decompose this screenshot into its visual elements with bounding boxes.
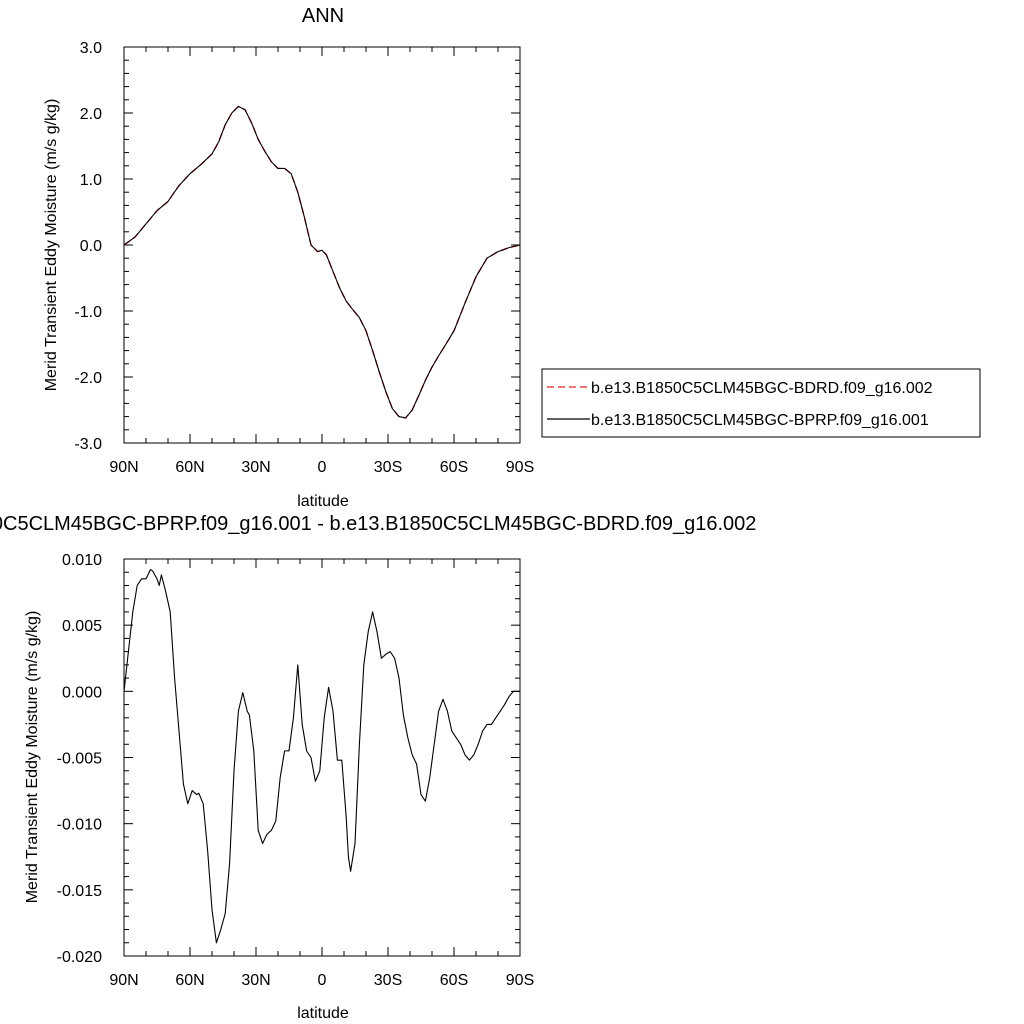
top-panel-series <box>123 105 521 419</box>
x-tick-label: 60N <box>175 972 204 989</box>
x-tick-label: 90S <box>506 972 534 989</box>
x-tick-label: 30N <box>241 972 270 989</box>
y-tick-label: 3.0 <box>80 40 102 57</box>
x-tick-label: 60S <box>440 459 468 476</box>
top-panel-x-axis-label: latitude <box>297 493 349 510</box>
x-tick-label: 90S <box>506 459 534 476</box>
top-panel-y-tick-labels: -3.0 -2.0 -1.0 0.0 1.0 2.0 3.0 <box>74 40 102 453</box>
bottom-panel: b.e13.B1850C5CLM45BGC-BPRP.f09_g16.001 -… <box>0 513 756 1022</box>
x-tick-label: 0 <box>318 972 327 989</box>
top-panel-x-tick-labels: 90N 60N 30N 0 30S 60S 90S <box>109 459 534 476</box>
series-line-0-0 <box>123 105 521 419</box>
top-panel-ticks <box>123 46 521 444</box>
top-panel-y-axis-label: Merid Transient Eddy Moisture (m/s g/kg) <box>43 99 60 392</box>
bottom-panel-ticks <box>123 558 521 957</box>
y-tick-label: -0.015 <box>57 883 102 900</box>
y-tick-label: -1.0 <box>74 304 102 321</box>
y-tick-label: -3.0 <box>74 436 102 453</box>
bottom-panel-x-axis-label: latitude <box>297 1005 349 1022</box>
legend-entry-bprp: b.e13.B1850C5CLM45BGC-BPRP.f09_g16.001 <box>591 412 929 429</box>
y-tick-label: 0.0 <box>80 238 102 255</box>
series-line-1-0 <box>123 569 520 944</box>
top-panel-title: ANN <box>302 5 344 27</box>
y-tick-label: 0.005 <box>62 618 102 635</box>
bottom-panel-y-axis-label: Merid Transient Eddy Moisture (m/s g/kg) <box>24 611 41 904</box>
bottom-panel-series <box>123 569 520 944</box>
y-tick-label: -2.0 <box>74 370 102 387</box>
x-tick-label: 30S <box>374 972 402 989</box>
x-tick-label: 90N <box>109 459 138 476</box>
x-tick-label: 60S <box>440 972 468 989</box>
x-tick-label: 60N <box>175 459 204 476</box>
x-tick-label: 90N <box>109 972 138 989</box>
top-panel-frame <box>123 46 521 444</box>
bottom-panel-y-tick-labels: -0.020 -0.015 -0.010 -0.005 0.000 0.005 0.010 <box>57 552 102 966</box>
series-line-0-1 <box>123 105 521 419</box>
legend-box <box>541 368 981 438</box>
bottom-panel-frame <box>123 558 521 957</box>
y-tick-label: 1.0 <box>80 172 102 189</box>
bottom-panel-x-tick-labels: 90N 60N 30N 0 30S 60S 90S <box>109 972 534 989</box>
y-tick-label: -0.010 <box>57 817 102 834</box>
legend: b.e13.B1850C5CLM45BGC-BDRD.f09_g16.002 b… <box>541 368 981 438</box>
y-tick-label: -0.005 <box>57 751 102 768</box>
x-tick-label: 30S <box>374 459 402 476</box>
x-tick-label: 0 <box>318 459 327 476</box>
y-tick-label: -0.020 <box>57 949 102 966</box>
top-panel: ANN 90N 60N 30N 0 30S 60S 90S -3.0 -2.0 -1.0 0.0 1… <box>43 5 534 510</box>
y-tick-label: 2.0 <box>80 106 102 123</box>
legend-entry-bdrd: b.e13.B1850C5CLM45BGC-BDRD.f09_g16.002 <box>591 380 933 397</box>
y-tick-label: 0.000 <box>62 684 102 701</box>
bottom-panel-title: b.e13.B1850C5CLM45BGC-BPRP.f09_g16.001 -… <box>0 513 756 535</box>
y-tick-label: 0.010 <box>62 552 102 569</box>
x-tick-label: 30N <box>241 459 270 476</box>
